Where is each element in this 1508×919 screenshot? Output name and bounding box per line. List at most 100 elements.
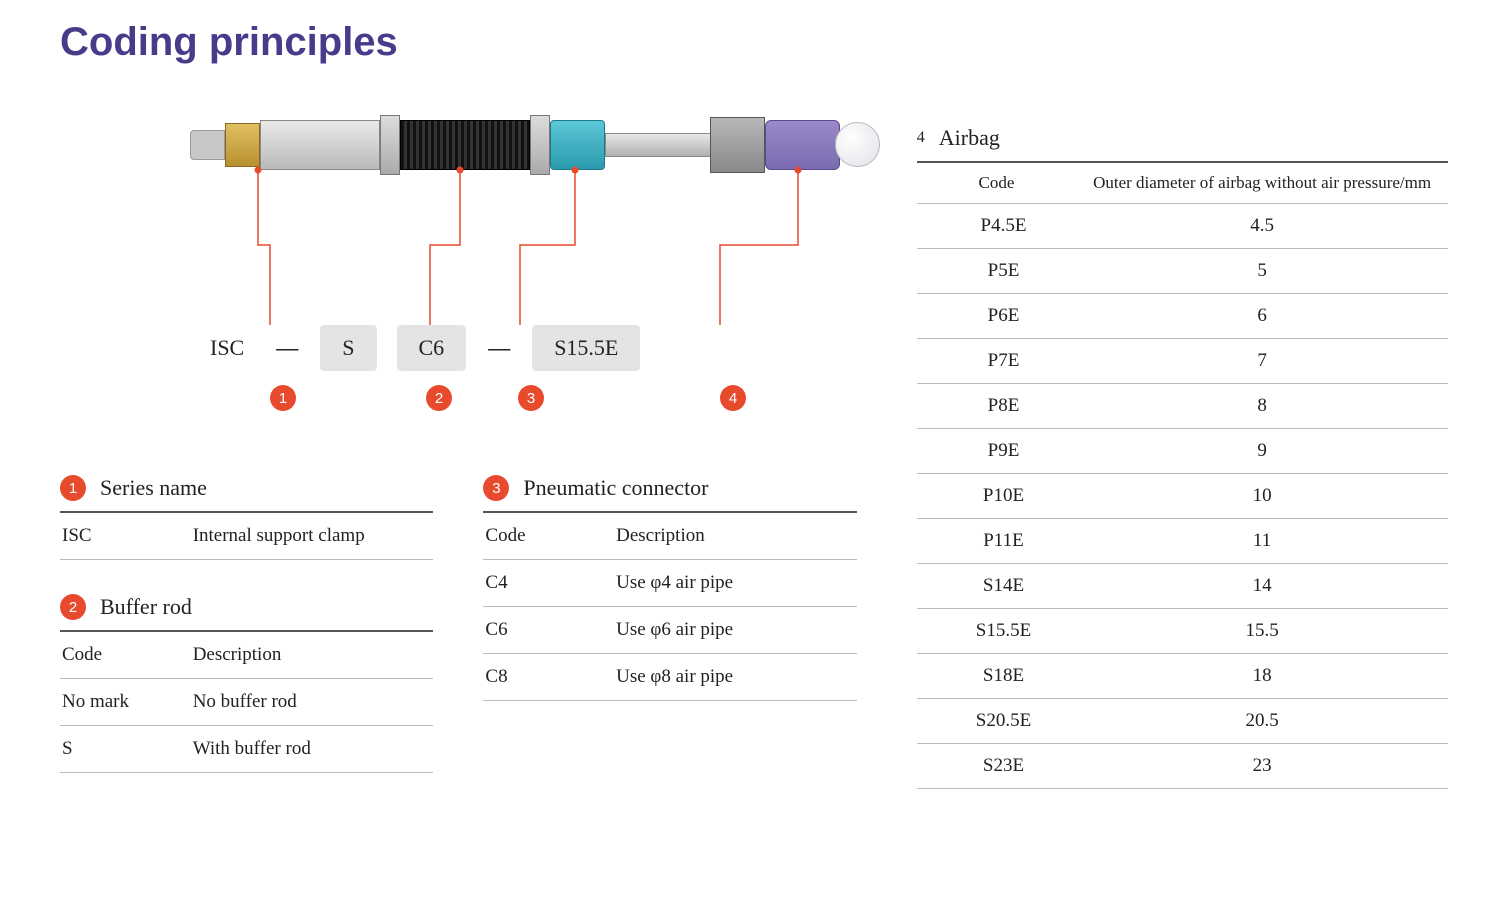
table-cell: S20.5E [917,699,1076,744]
table-cell: 10 [1076,474,1448,519]
table-cell: No buffer rod [191,679,434,726]
lower-right: 3 Pneumatic connector CodeDescriptionC4U… [483,475,856,807]
section-buffer-head: 2 Buffer rod [60,594,433,632]
section-connector: 3 Pneumatic connector CodeDescriptionC4U… [483,475,856,701]
section-connector-title: Pneumatic connector [523,475,708,501]
part-cyan-ring [550,120,605,170]
table-cell: S18E [917,654,1076,699]
table-row: P8E8 [917,384,1448,429]
table-cell: 8 [1076,384,1448,429]
code-box: C6 [397,325,467,371]
table-cell: P11E [917,519,1076,564]
section-airbag-title: Airbag [939,125,1000,151]
part-ball [835,122,880,167]
badge-4: 4 [917,129,925,147]
section-series-title: Series name [100,475,207,501]
right-column: 4 Airbag CodeOuter diameter of airbag wi… [917,95,1448,807]
table-cell: S23E [917,744,1076,789]
table-cell: 14 [1076,564,1448,609]
table-cell: P4.5E [917,204,1076,249]
part-brass [225,123,260,167]
section-connector-head: 3 Pneumatic connector [483,475,856,513]
table-cell: 6 [1076,294,1448,339]
table-cell: P5E [917,249,1076,294]
section-buffer: 2 Buffer rod CodeDescriptionNo markNo bu… [60,594,433,773]
part-shaft [605,133,725,157]
table-row: C4Use φ4 air pipe [483,560,856,607]
badge-2: 2 [60,594,86,620]
buffer-table: CodeDescriptionNo markNo buffer rodSWith… [60,632,433,773]
code-badge-4: 4 [720,385,746,411]
airbag-table: CodeOuter diameter of airbag without air… [917,163,1448,789]
table-header: Code [483,513,614,560]
lower-sections: 1 Series name ISCInternal support clamp … [60,475,857,807]
part-hexbody [260,120,380,170]
table-cell: 7 [1076,339,1448,384]
table-row: S20.5E20.5 [917,699,1448,744]
table-header: Code [917,163,1076,204]
code-badge-2: 2 [426,385,452,411]
table-cell: With buffer rod [191,726,434,773]
product-diagram: ISC—SC6—S15.5E 1234 [130,95,857,425]
part-thread [400,120,530,170]
code-badge-3: 3 [518,385,544,411]
table-cell: P10E [917,474,1076,519]
table-cell: 15.5 [1076,609,1448,654]
table-cell: S14E [917,564,1076,609]
connector-table: CodeDescriptionC4Use φ4 air pipeC6Use φ6… [483,513,856,701]
part-purple-sleeve [765,120,840,170]
table-cell: 23 [1076,744,1448,789]
section-series-head: 1 Series name [60,475,433,513]
table-row: C8Use φ8 air pipe [483,654,856,701]
table-cell: No mark [60,679,191,726]
part-hexnut [710,117,765,173]
table-row: P10E10 [917,474,1448,519]
table-header: Outer diameter of airbag without air pre… [1076,163,1448,204]
table-header: Description [614,513,857,560]
table-cell: Internal support clamp [191,513,434,560]
table-row: S15.5E15.5 [917,609,1448,654]
part-fitting [190,130,225,160]
table-cell: 5 [1076,249,1448,294]
table-row: C6Use φ6 air pipe [483,607,856,654]
table-header: Description [191,632,434,679]
code-box: S15.5E [532,325,640,371]
table-cell: ISC [60,513,191,560]
device-illustration [190,95,870,195]
table-cell: C4 [483,560,614,607]
table-cell: Use φ8 air pipe [614,654,857,701]
section-airbag-head: 4 Airbag [917,125,1448,163]
table-row: P4.5E4.5 [917,204,1448,249]
table-cell: 4.5 [1076,204,1448,249]
table-row: No markNo buffer rod [60,679,433,726]
table-header: Code [60,632,191,679]
main-layout: ISC—SC6—S15.5E 1234 1 Series name ISCInt… [60,95,1448,807]
table-cell: P8E [917,384,1076,429]
code-example-row: ISC—SC6—S15.5E [190,325,650,371]
table-row: P6E6 [917,294,1448,339]
series-table: ISCInternal support clamp [60,513,433,560]
table-cell: 9 [1076,429,1448,474]
table-cell: S15.5E [917,609,1076,654]
table-cell: P7E [917,339,1076,384]
table-cell: P9E [917,429,1076,474]
left-column: ISC—SC6—S15.5E 1234 1 Series name ISCInt… [60,95,857,807]
code-badge-1: 1 [270,385,296,411]
badge-1: 1 [60,475,86,501]
code-box: S [320,325,376,371]
table-cell: 20.5 [1076,699,1448,744]
code-dash: — [264,335,310,361]
part-nut-1 [380,115,400,175]
table-cell: C8 [483,654,614,701]
table-cell: Use φ4 air pipe [614,560,857,607]
section-buffer-title: Buffer rod [100,594,192,620]
table-row: S18E18 [917,654,1448,699]
badge-3: 3 [483,475,509,501]
part-nut-2 [530,115,550,175]
table-row: S14E14 [917,564,1448,609]
table-row: S23E23 [917,744,1448,789]
table-cell: S [60,726,191,773]
section-series: 1 Series name ISCInternal support clamp [60,475,433,560]
code-segment: ISC [190,335,264,361]
lower-left: 1 Series name ISCInternal support clamp … [60,475,433,807]
